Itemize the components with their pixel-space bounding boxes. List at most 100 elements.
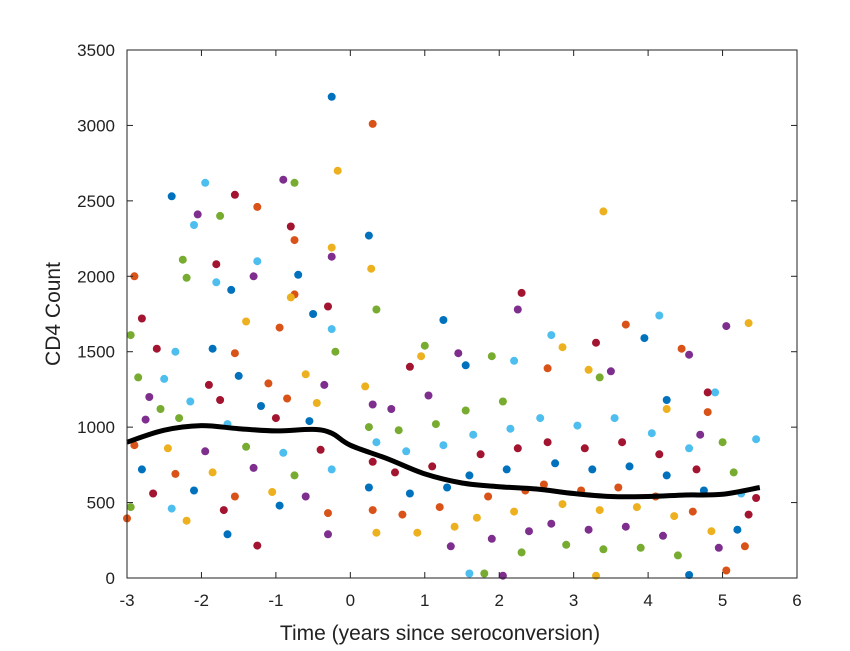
- y-tick-label: 2500: [77, 192, 115, 211]
- data-point: [595, 373, 604, 382]
- data-point: [446, 542, 455, 551]
- data-point: [364, 423, 373, 432]
- data-point: [286, 222, 295, 231]
- data-point: [443, 483, 452, 492]
- data-point: [126, 503, 135, 512]
- data-point: [398, 510, 407, 519]
- data-point: [327, 243, 336, 252]
- x-tick-label: 4: [643, 591, 652, 610]
- x-tick-label: -2: [194, 591, 209, 610]
- data-point: [242, 317, 251, 326]
- data-point: [729, 468, 738, 477]
- data-point: [551, 459, 560, 468]
- data-point: [171, 347, 180, 356]
- data-point: [327, 252, 336, 261]
- data-point: [525, 527, 533, 536]
- data-point: [461, 406, 470, 415]
- data-point: [685, 571, 694, 579]
- data-point: [402, 447, 411, 456]
- data-point: [417, 352, 426, 361]
- points-layer: [123, 92, 761, 580]
- y-tick-label: 0: [106, 569, 115, 588]
- y-tick-label: 3000: [77, 116, 115, 135]
- data-point: [249, 463, 258, 472]
- data-point: [175, 414, 184, 423]
- data-point: [149, 489, 158, 498]
- y-axis-label: CD4 Count: [42, 262, 65, 366]
- data-point: [387, 405, 396, 413]
- data-point: [513, 305, 522, 314]
- data-point: [316, 445, 325, 454]
- x-tick-label: 1: [420, 591, 429, 610]
- data-point: [614, 483, 623, 492]
- data-point: [186, 397, 195, 406]
- data-point: [268, 488, 277, 496]
- data-point: [584, 365, 593, 374]
- data-point: [539, 480, 548, 489]
- data-point: [655, 311, 664, 320]
- data-point: [722, 566, 731, 575]
- data-point: [696, 430, 705, 439]
- data-point: [364, 231, 373, 240]
- data-point: [372, 528, 381, 537]
- data-point: [506, 424, 515, 433]
- data-point: [290, 471, 299, 480]
- data-point: [662, 396, 671, 404]
- data-point: [368, 506, 377, 515]
- x-tick-label: -1: [268, 591, 283, 610]
- data-point: [190, 486, 198, 495]
- data-point: [498, 397, 507, 406]
- data-point: [685, 444, 694, 453]
- data-point: [152, 344, 161, 353]
- data-point: [517, 548, 526, 557]
- data-point: [487, 534, 496, 543]
- data-point: [394, 426, 403, 435]
- data-point: [253, 541, 262, 550]
- data-point: [201, 178, 210, 187]
- data-point: [510, 507, 519, 516]
- data-point: [439, 441, 448, 450]
- data-point: [208, 468, 217, 477]
- data-point: [606, 367, 615, 376]
- data-point: [156, 405, 165, 413]
- data-point: [216, 211, 225, 220]
- data-point: [249, 272, 258, 281]
- data-point: [621, 320, 630, 329]
- data-point: [685, 350, 694, 359]
- data-point: [435, 503, 444, 512]
- data-point: [230, 349, 239, 358]
- data-point: [450, 522, 459, 531]
- data-point: [517, 288, 526, 297]
- data-point: [703, 388, 712, 397]
- data-point: [655, 450, 664, 459]
- data-point: [320, 380, 329, 389]
- y-tick-label: 2000: [77, 267, 115, 286]
- data-point: [662, 471, 671, 480]
- data-point: [461, 361, 470, 370]
- data-point: [413, 528, 422, 537]
- data-point: [219, 506, 228, 515]
- data-point: [137, 314, 146, 323]
- data-point: [137, 465, 146, 474]
- data-point: [324, 302, 332, 311]
- data-point: [618, 438, 627, 447]
- data-point: [439, 316, 448, 324]
- plot-frame: [126, 49, 798, 579]
- data-point: [625, 462, 634, 471]
- data-point: [223, 530, 232, 539]
- data-point: [372, 305, 381, 314]
- data-point: [647, 429, 656, 438]
- data-point: [543, 364, 552, 373]
- data-point: [703, 408, 712, 417]
- data-point: [216, 396, 225, 404]
- smooth-curve: [126, 423, 761, 500]
- data-point: [465, 471, 474, 480]
- data-point: [610, 414, 619, 423]
- data-point: [677, 344, 686, 353]
- data-point: [324, 509, 332, 518]
- data-point: [275, 323, 284, 332]
- data-point: [595, 506, 604, 515]
- y-tick-label: 1000: [77, 418, 115, 437]
- data-point: [659, 531, 667, 540]
- data-point: [752, 435, 761, 444]
